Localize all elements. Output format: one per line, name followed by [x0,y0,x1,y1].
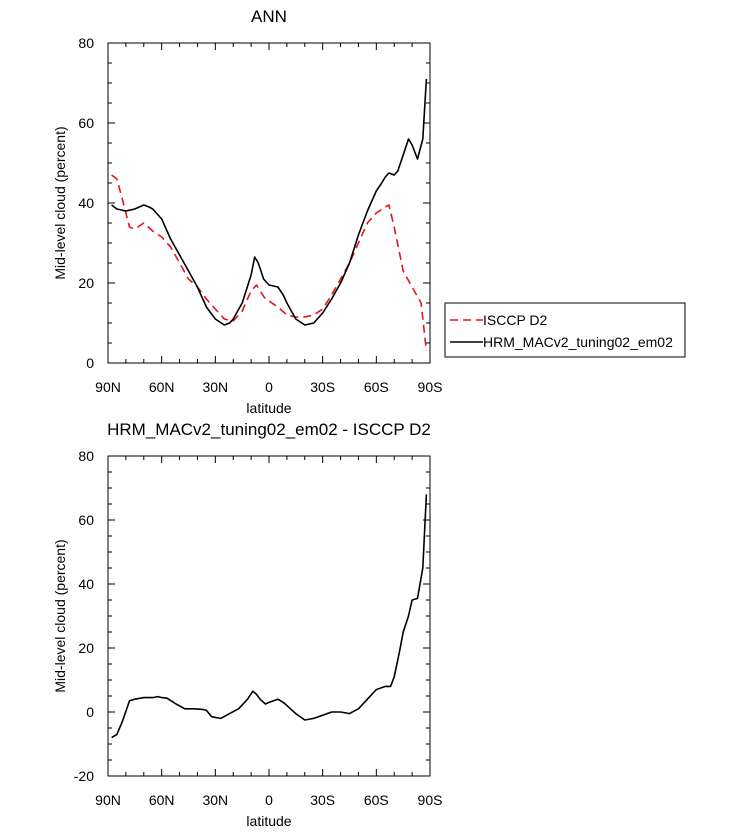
x-axis-label: latitude [246,813,291,829]
series-line-hrm-macv2-tuning02-em02 [111,78,428,326]
legend-label: ISCCP D2 [483,312,548,328]
y-tick-label: 0 [86,704,94,720]
x-tick-label: 60N [149,379,175,395]
panel-difference: HRM_MACv2_tuning02_em02 - ISCCP D2 90N 60N… [52,420,442,829]
x-tick-label: 60S [364,792,389,808]
plot-frame [107,42,431,364]
plot-frame [107,455,431,777]
y-tick-label: 0 [86,355,94,371]
x-tick-label: 30N [202,379,228,395]
y-tick-label: 40 [78,195,94,211]
y-tick-label: 20 [78,640,94,656]
x-tick-label: 60N [149,792,175,808]
legend-label: HRM_MACv2_tuning02_em02 [483,334,673,350]
series-line-isccp-d2 [111,174,428,352]
series-line-difference [111,494,428,739]
y-tick-label: -20 [74,768,94,784]
chart-title: HRM_MACv2_tuning02_em02 - ISCCP D2 [107,420,431,439]
y-tick-label: 60 [78,115,94,131]
chart-title: ANN [251,7,287,26]
x-tick-label: 30N [202,792,228,808]
x-tick-label: 0 [265,379,273,395]
y-tick-label: 20 [78,275,94,291]
panel-ann: ANN 90N 60N 30N 0 30S 60S 90S 0 20 40 60 80 latitude M… [52,7,686,416]
x-tick-label: 90S [418,792,443,808]
legend: ISCCP D2 HRM_MACv2_tuning02_em02 [444,302,686,358]
x-tick-label: 30S [310,792,335,808]
y-tick-label: 40 [78,576,94,592]
x-tick-label: 90S [418,379,443,395]
x-tick-label: 90N [95,792,121,808]
y-tick-label: 60 [78,512,94,528]
y-tick-label: 80 [78,35,94,51]
y-axis-label: Mid-level cloud (percent) [52,126,68,279]
y-axis-label: Mid-level cloud (percent) [52,539,68,692]
x-axis-label: latitude [246,400,291,416]
legend-box [444,302,686,358]
x-tick-label: 60S [364,379,389,395]
y-tick-label: 80 [78,448,94,464]
x-tick-label: 30S [310,379,335,395]
x-tick-label: 90N [95,379,121,395]
x-tick-label: 0 [265,792,273,808]
